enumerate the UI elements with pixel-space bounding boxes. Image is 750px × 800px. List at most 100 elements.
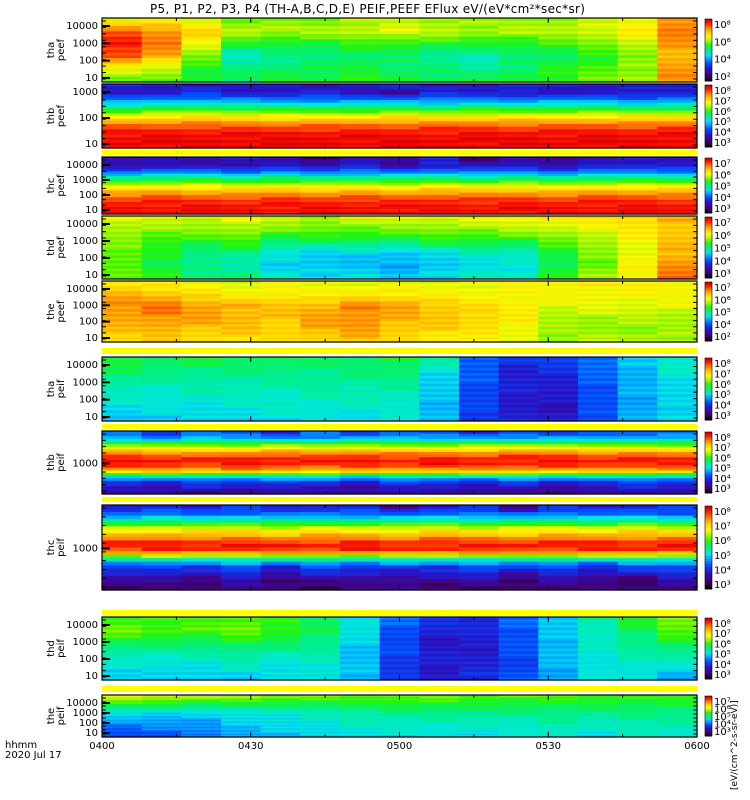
spectrogram-cell bbox=[300, 698, 341, 701]
spectrogram-cell bbox=[498, 630, 539, 634]
colorbar-tick-label: 10⁴ bbox=[714, 660, 731, 671]
spectrogram-cell bbox=[459, 209, 500, 213]
colorbar-segment bbox=[705, 271, 712, 275]
spectrogram-cell bbox=[498, 44, 539, 48]
spectrogram-cell bbox=[340, 260, 381, 264]
spectrogram-cell bbox=[102, 60, 143, 64]
spectrogram-cell bbox=[102, 303, 143, 308]
spectrogram-cell bbox=[498, 572, 539, 577]
spectrogram-cell bbox=[300, 702, 341, 705]
spectrogram-cell bbox=[498, 58, 539, 62]
spectrogram-cell bbox=[419, 705, 460, 708]
spectrogram-cell bbox=[340, 168, 381, 172]
spectrogram-cell bbox=[538, 512, 579, 517]
colorbar-segment bbox=[705, 255, 712, 259]
spectrogram-cell bbox=[419, 515, 460, 520]
spectrogram-cell bbox=[459, 436, 500, 440]
spectrogram-cell bbox=[102, 703, 143, 707]
spectrogram-cell bbox=[181, 367, 222, 371]
spectrogram-cell bbox=[181, 116, 222, 120]
spectrogram-cell bbox=[181, 291, 222, 295]
spectrogram-cell bbox=[538, 723, 579, 726]
spectrogram-cell bbox=[538, 674, 579, 678]
spectrogram-cell bbox=[141, 512, 182, 517]
spectrogram-cell bbox=[141, 339, 182, 343]
spectrogram-cell bbox=[538, 431, 579, 435]
spectrogram-cell bbox=[498, 132, 539, 136]
spectrogram-cell bbox=[538, 187, 579, 191]
spectrogram-cell bbox=[141, 336, 182, 341]
spectrogram-cell bbox=[300, 666, 341, 671]
spectrogram-cell bbox=[181, 677, 222, 681]
colorbar-segment bbox=[705, 163, 712, 166]
spectrogram-cell bbox=[340, 159, 381, 163]
spectrogram-cell bbox=[538, 86, 579, 90]
spectrogram-cell bbox=[221, 373, 262, 377]
spectrogram-cell bbox=[498, 140, 539, 144]
spectrogram-cell bbox=[419, 712, 460, 715]
spectrogram-cell bbox=[419, 710, 460, 714]
spectrogram-cell bbox=[141, 244, 182, 249]
spectrogram-cell bbox=[102, 185, 143, 189]
spectrogram-cell bbox=[260, 260, 301, 264]
spectrogram-cell bbox=[300, 709, 341, 712]
spectrogram-cell bbox=[260, 319, 301, 323]
spectrogram-cell bbox=[102, 719, 143, 722]
spectrogram-cell bbox=[617, 627, 658, 631]
spectrogram-cell bbox=[419, 698, 460, 701]
spectrogram-cell bbox=[379, 389, 420, 393]
spectrogram-cell bbox=[379, 63, 420, 67]
spectrogram-cell bbox=[181, 726, 222, 729]
colorbar-segment bbox=[705, 442, 712, 445]
spectrogram-cell bbox=[498, 547, 539, 552]
spectrogram-cell bbox=[578, 276, 619, 280]
colorbar-segment bbox=[705, 364, 712, 367]
spectrogram-cell bbox=[459, 326, 500, 330]
spectrogram-cell bbox=[379, 726, 420, 729]
spectrogram-cell bbox=[498, 142, 539, 146]
colorbar-tick-label: 10⁸ bbox=[714, 359, 731, 370]
spectrogram-cell bbox=[657, 441, 698, 445]
spectrogram-cell bbox=[221, 176, 262, 179]
spectrogram-cell bbox=[617, 291, 658, 295]
spectrogram-cell bbox=[538, 399, 579, 403]
spectrogram-cell bbox=[181, 370, 222, 374]
spectrogram-cell bbox=[657, 572, 698, 577]
spectrogram-cell bbox=[578, 635, 619, 639]
spectrogram-cell bbox=[498, 724, 539, 728]
spectrogram-cell bbox=[300, 36, 341, 40]
colorbar-tick-label: 10³ bbox=[714, 727, 731, 738]
spectrogram-cell bbox=[657, 645, 698, 650]
spectrogram-cell bbox=[538, 467, 579, 471]
spectrogram-cell bbox=[657, 273, 698, 277]
spectrogram-cell bbox=[617, 237, 658, 241]
spectrogram-cell bbox=[300, 221, 341, 225]
spectrogram-cell bbox=[538, 415, 579, 419]
spectrogram-cell bbox=[260, 651, 301, 655]
spectrogram-cell bbox=[459, 308, 500, 313]
spectrogram-cell bbox=[102, 324, 143, 328]
spectrogram-cell bbox=[379, 68, 420, 72]
spectrogram-cell bbox=[538, 664, 579, 668]
spectrogram-cell bbox=[578, 700, 619, 703]
spectrogram-cell bbox=[102, 226, 143, 230]
colorbar-tick-label: 10⁶ bbox=[714, 295, 731, 306]
y-tick-label: 100 bbox=[79, 718, 98, 729]
spectrogram-cell bbox=[419, 211, 460, 215]
spectrogram-cell bbox=[538, 648, 579, 652]
spectrogram-cell bbox=[181, 436, 222, 440]
spectrogram-cell bbox=[657, 42, 698, 46]
spectrogram-cell bbox=[419, 512, 460, 517]
spectrogram-cell bbox=[419, 321, 460, 325]
spectrogram-cell bbox=[102, 543, 143, 549]
spectrogram-cell bbox=[657, 619, 698, 623]
spectrogram-cell bbox=[459, 418, 500, 422]
spectrogram-cell bbox=[617, 134, 658, 138]
colorbar-segment bbox=[705, 476, 712, 480]
spectrogram-cell bbox=[221, 547, 262, 552]
colorbar-segment bbox=[705, 275, 712, 279]
colorbar-segment bbox=[705, 572, 712, 576]
spectrogram-cell bbox=[379, 105, 420, 109]
y-tick-label: 10000 bbox=[66, 21, 98, 32]
spectrogram-cell bbox=[181, 705, 222, 708]
